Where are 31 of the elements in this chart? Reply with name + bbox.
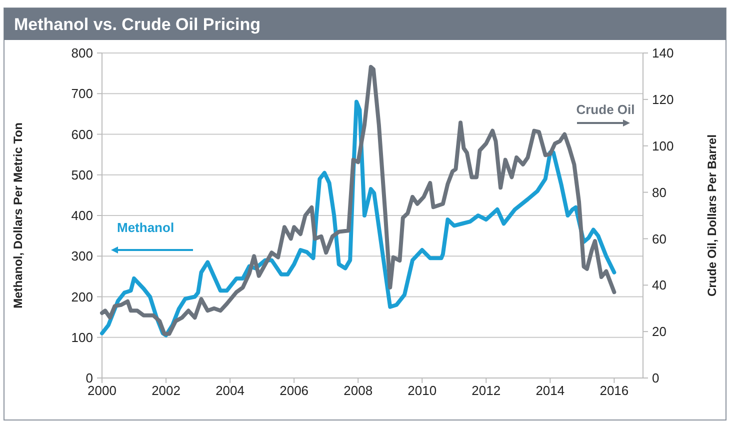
y2-tick-label: 40 (652, 278, 666, 293)
x-tick-label: 2010 (408, 383, 437, 398)
y-tick-label: 100 (71, 330, 93, 345)
text: Methanol (117, 220, 174, 235)
y-tick-label: 600 (71, 126, 93, 142)
y-tick-label: 800 (71, 46, 93, 61)
y2-axis-title: Crude Oil, Dollars Per Barrel (705, 134, 719, 297)
y-tick-label: 300 (71, 248, 93, 264)
y-tick-label: 0 (86, 370, 93, 386)
y2-tick-label: 20 (652, 324, 666, 340)
y2-tick-label: 0 (652, 370, 660, 386)
x-tick-label: 2008 (344, 383, 373, 398)
y-tick-label: 200 (71, 289, 93, 304)
y2-tick-label: 100 (652, 138, 674, 154)
x-tick-label: 2002 (152, 383, 180, 398)
y2-tick-label: 80 (652, 184, 666, 200)
y2-tick-label: 140 (652, 46, 674, 61)
series-label: Crude Oil (576, 102, 635, 117)
x-tick-label: 2000 (88, 383, 116, 398)
x-tick-label: 2012 (472, 383, 501, 398)
x-tick-label: 2004 (216, 383, 245, 398)
y2-tick-label: 120 (652, 92, 674, 107)
x-tick-label: 2016 (600, 383, 629, 398)
chart-title: Methanol vs. Crude Oil Pricing (14, 15, 261, 34)
x-tick-label: 2006 (280, 383, 309, 398)
y2-tick-label: 60 (652, 231, 666, 246)
y-tick-label: 500 (71, 167, 93, 182)
y-tick-label: 400 (71, 208, 93, 224)
x-tick-label: 2014 (536, 383, 565, 398)
y-tick-label: 700 (71, 86, 93, 102)
y-axis-title: Methanol, Dollars Per Metric Ton (11, 122, 25, 308)
